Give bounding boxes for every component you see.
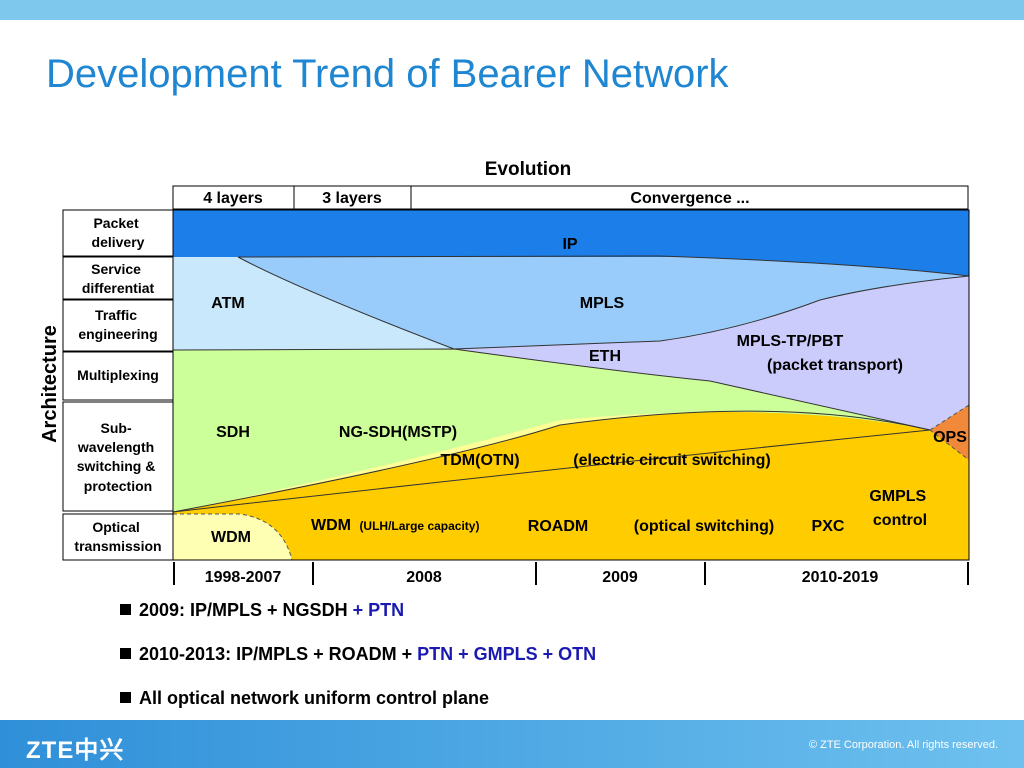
region-mpls xyxy=(238,256,969,349)
year-2010-2019: 2010-2019 xyxy=(802,569,879,586)
label-sdh: SDH xyxy=(216,424,250,441)
label-mpls: MPLS xyxy=(580,295,625,312)
bullet-item: 2010-2013: IP/MPLS + ROADM + PTN + GMPLS… xyxy=(120,644,596,688)
region-atm xyxy=(173,257,454,350)
bullet-item: 2009: IP/MPLS + NGSDH + PTN xyxy=(120,600,596,644)
year-1998-2007: 1998-2007 xyxy=(205,569,282,586)
label-roadm: ROADM xyxy=(528,518,588,535)
label-eth: ETH xyxy=(589,348,621,365)
row-label-sub-wavelength: Sub- wavelength switching & protection xyxy=(77,420,159,494)
phase-convergence: Convergence ... xyxy=(630,190,749,207)
phase-3-layers: 3 layers xyxy=(322,190,382,207)
zte-logo: ZTE中兴 xyxy=(26,737,125,764)
bullet-square-icon xyxy=(120,604,131,615)
label-gmpls-control: GMPLS control xyxy=(869,488,930,529)
label-electric-circuit-switching: (electric circuit switching) xyxy=(573,452,770,469)
region-sdh xyxy=(173,349,930,512)
year-timeline: 1998-2007 2008 2009 2010-2019 xyxy=(173,562,969,586)
row-labels: Packet delivery Service differentiat Tra… xyxy=(62,209,174,561)
label-wdm-legacy: WDM xyxy=(211,529,251,546)
phase-4-layers: 4 layers xyxy=(203,190,263,207)
architecture-label: Architecture xyxy=(39,325,61,443)
region-mpls-tp xyxy=(454,276,969,430)
row-label-traffic-engineering: Traffic engineering xyxy=(78,307,157,342)
label-ops: OPS xyxy=(933,429,967,446)
label-tdm-otn: TDM(OTN) xyxy=(440,452,519,469)
page-title: Development Trend of Bearer Network xyxy=(46,52,729,96)
region-ip xyxy=(173,210,969,257)
bullet-item: All optical network uniform control plan… xyxy=(120,688,596,732)
bullet-square-icon xyxy=(120,692,131,703)
year-2009: 2009 xyxy=(602,569,638,586)
label-pxc: PXC xyxy=(812,518,845,535)
label-packet-transport: (packet transport) xyxy=(767,357,903,374)
bearer-network-diagram: Evolution 4 layers 3 layers Convergence … xyxy=(39,159,970,586)
copyright-notice: © ZTE Corporation. All rights reserved. xyxy=(808,739,998,751)
row-label-service-differentiation: Service differentiat xyxy=(82,261,155,296)
row-label-packet-delivery: Packet delivery xyxy=(92,215,145,250)
footer-bar: ZTE中兴 © ZTE Corporation. All rights rese… xyxy=(0,720,1024,768)
bullet-square-icon xyxy=(120,648,131,659)
technology-regions xyxy=(172,209,970,561)
label-mpls-tp-pbt: MPLS-TP/PBT xyxy=(737,333,844,350)
label-optical-switching: (optical switching) xyxy=(634,518,774,535)
year-2008: 2008 xyxy=(406,569,442,586)
label-atm: ATM xyxy=(211,295,244,312)
label-ip: IP xyxy=(562,236,577,253)
row-label-multiplexing: Multiplexing xyxy=(77,367,159,383)
phase-bar xyxy=(172,185,969,210)
row-label-optical-transmission: Optical transmission xyxy=(74,519,161,554)
label-wdm: WDM (ULH/Large capacity) xyxy=(311,517,479,534)
evolution-label: Evolution xyxy=(485,159,572,180)
bullet-list: 2009: IP/MPLS + NGSDH + PTN 2010-2013: I… xyxy=(120,600,596,732)
top-banner xyxy=(0,0,1024,20)
label-ng-sdh: NG-SDH(MSTP) xyxy=(339,424,457,441)
